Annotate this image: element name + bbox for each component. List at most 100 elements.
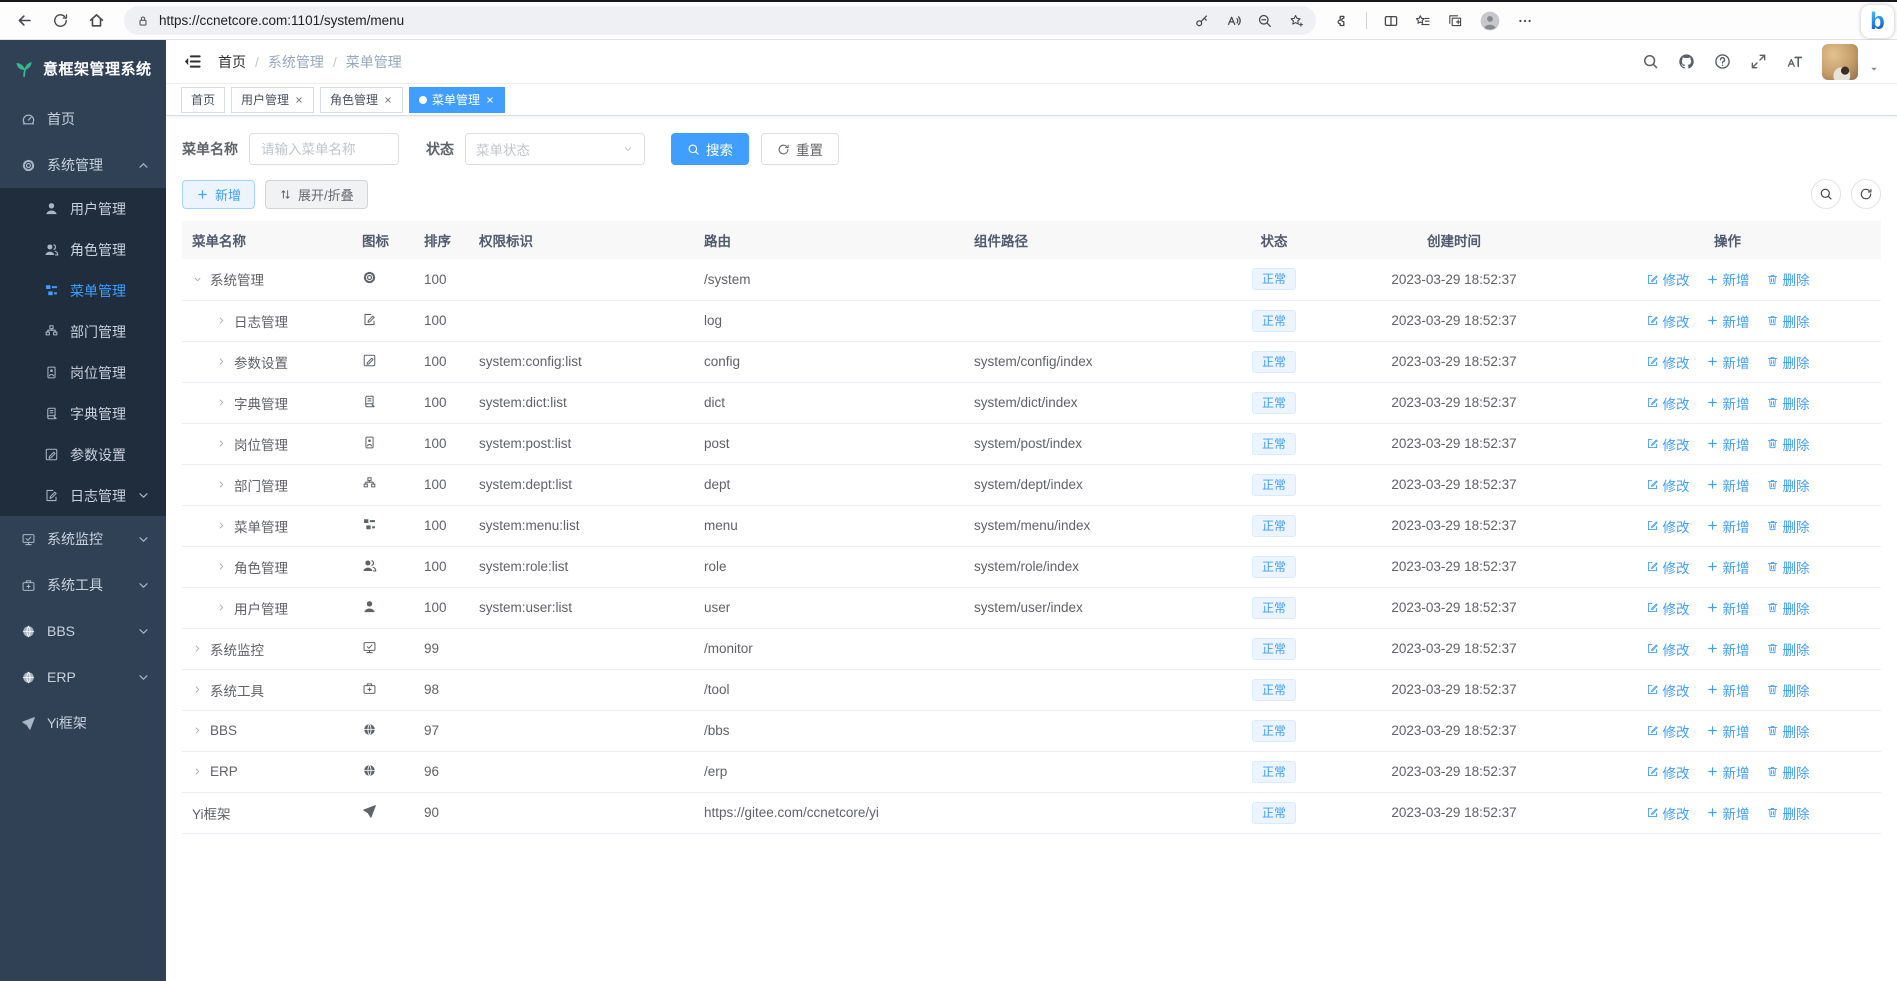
sidebar-item-role[interactable]: 角色管理 bbox=[0, 229, 166, 270]
add-action[interactable]: 新增 bbox=[1706, 721, 1750, 741]
add-button[interactable]: 新增 bbox=[182, 179, 256, 209]
collections-icon[interactable] bbox=[1447, 13, 1463, 29]
sidebar-item-system[interactable]: 系统管理 bbox=[0, 142, 166, 188]
chevron-right-icon[interactable] bbox=[216, 356, 227, 367]
edit-action[interactable]: 修改 bbox=[1646, 762, 1690, 782]
chevron-right-icon[interactable] bbox=[216, 397, 227, 408]
github-icon[interactable] bbox=[1678, 53, 1695, 70]
edit-action[interactable]: 修改 bbox=[1646, 352, 1690, 372]
delete-action[interactable]: 删除 bbox=[1766, 557, 1810, 577]
edit-action[interactable]: 修改 bbox=[1646, 393, 1690, 413]
sidebar-item-config[interactable]: 参数设置 bbox=[0, 434, 166, 475]
read-aloud-icon[interactable] bbox=[1226, 13, 1242, 29]
add-action[interactable]: 新增 bbox=[1706, 475, 1750, 495]
bing-sidebar-button[interactable]: b bbox=[1861, 5, 1894, 38]
status-select[interactable]: 菜单状态 bbox=[465, 133, 645, 165]
chevron-right-icon[interactable] bbox=[216, 602, 227, 613]
chevron-right-icon[interactable] bbox=[192, 725, 203, 736]
delete-action[interactable]: 删除 bbox=[1766, 269, 1810, 289]
delete-action[interactable]: 删除 bbox=[1766, 352, 1810, 372]
home-button[interactable] bbox=[78, 5, 114, 37]
fullscreen-icon[interactable] bbox=[1750, 53, 1767, 70]
edit-action[interactable]: 修改 bbox=[1646, 434, 1690, 454]
edit-action[interactable]: 修改 bbox=[1646, 269, 1690, 289]
zoom-out-icon[interactable] bbox=[1257, 13, 1273, 29]
chevron-right-icon[interactable] bbox=[216, 561, 227, 572]
url-text[interactable]: https://ccnetcore.com:1101/system/menu bbox=[159, 13, 405, 28]
refresh-table-button[interactable] bbox=[1851, 179, 1881, 209]
arrow-left-button[interactable] bbox=[6, 5, 42, 37]
sidebar-fold-icon[interactable] bbox=[183, 52, 202, 71]
show-search-button[interactable] bbox=[1811, 179, 1841, 209]
sidebar-item-post[interactable]: 岗位管理 bbox=[0, 352, 166, 393]
extensions-icon[interactable] bbox=[1334, 13, 1350, 29]
edit-action[interactable]: 修改 bbox=[1646, 516, 1690, 536]
add-action[interactable]: 新增 bbox=[1706, 434, 1750, 454]
favorites-icon[interactable] bbox=[1415, 13, 1431, 29]
add-action[interactable]: 新增 bbox=[1706, 516, 1750, 536]
question-icon[interactable] bbox=[1714, 53, 1731, 70]
sidebar-item-yi[interactable]: Yi框架 bbox=[0, 700, 166, 746]
edit-action[interactable]: 修改 bbox=[1646, 311, 1690, 331]
sidebar-item-user[interactable]: 用户管理 bbox=[0, 188, 166, 229]
caret-down-icon[interactable] bbox=[1868, 63, 1880, 75]
add-action[interactable]: 新增 bbox=[1706, 598, 1750, 618]
tab-home[interactable]: 首页 bbox=[181, 86, 226, 113]
close-icon[interactable] bbox=[485, 95, 495, 105]
person-icon[interactable] bbox=[1479, 10, 1501, 32]
user-avatar[interactable] bbox=[1822, 43, 1858, 80]
sidebar-item-log[interactable]: 日志管理 bbox=[0, 475, 166, 516]
sidebar-item-tool[interactable]: 系统工具 bbox=[0, 562, 166, 608]
sidebar-item-home[interactable]: 首页 bbox=[0, 96, 166, 142]
more-icon[interactable] bbox=[1517, 13, 1533, 29]
edit-action[interactable]: 修改 bbox=[1646, 680, 1690, 700]
tab-role[interactable]: 角色管理 bbox=[320, 86, 404, 113]
add-action[interactable]: 新增 bbox=[1706, 680, 1750, 700]
add-action[interactable]: 新增 bbox=[1706, 311, 1750, 331]
delete-action[interactable]: 删除 bbox=[1766, 598, 1810, 618]
edit-action[interactable]: 修改 bbox=[1646, 639, 1690, 659]
add-action[interactable]: 新增 bbox=[1706, 803, 1750, 823]
delete-action[interactable]: 删除 bbox=[1766, 475, 1810, 495]
close-icon[interactable] bbox=[294, 95, 304, 105]
delete-action[interactable]: 删除 bbox=[1766, 680, 1810, 700]
breadcrumb-item[interactable]: 首页 bbox=[218, 53, 246, 70]
search-icon[interactable] bbox=[1642, 53, 1659, 70]
star-add-icon[interactable] bbox=[1289, 13, 1305, 29]
sidebar-item-menu[interactable]: 菜单管理 bbox=[0, 270, 166, 311]
sidebar-item-bbs[interactable]: BBS bbox=[0, 608, 166, 654]
edit-action[interactable]: 修改 bbox=[1646, 721, 1690, 741]
delete-action[interactable]: 删除 bbox=[1766, 639, 1810, 659]
close-icon[interactable] bbox=[383, 95, 393, 105]
key-icon[interactable] bbox=[1194, 13, 1210, 29]
edit-action[interactable]: 修改 bbox=[1646, 803, 1690, 823]
chevron-down-icon[interactable] bbox=[192, 274, 203, 285]
expand-collapse-button[interactable]: 展开/折叠 bbox=[265, 179, 368, 209]
menu-name-input[interactable] bbox=[249, 133, 399, 165]
font-size-icon[interactable] bbox=[1786, 53, 1803, 70]
chevron-right-icon[interactable] bbox=[192, 684, 203, 695]
add-action[interactable]: 新增 bbox=[1706, 762, 1750, 782]
delete-action[interactable]: 删除 bbox=[1766, 311, 1810, 331]
refresh-button[interactable] bbox=[42, 5, 78, 37]
chevron-right-icon[interactable] bbox=[192, 643, 203, 654]
chevron-right-icon[interactable] bbox=[216, 479, 227, 490]
edit-action[interactable]: 修改 bbox=[1646, 475, 1690, 495]
add-action[interactable]: 新增 bbox=[1706, 352, 1750, 372]
chevron-right-icon[interactable] bbox=[216, 520, 227, 531]
delete-action[interactable]: 删除 bbox=[1766, 762, 1810, 782]
sidebar-item-erp[interactable]: ERP bbox=[0, 654, 166, 700]
chevron-right-icon[interactable] bbox=[192, 766, 203, 777]
add-action[interactable]: 新增 bbox=[1706, 557, 1750, 577]
reset-button[interactable]: 重置 bbox=[761, 133, 839, 165]
delete-action[interactable]: 删除 bbox=[1766, 516, 1810, 536]
chevron-right-icon[interactable] bbox=[216, 438, 227, 449]
add-action[interactable]: 新增 bbox=[1706, 639, 1750, 659]
tab-menu[interactable]: 菜单管理 bbox=[409, 86, 506, 113]
tab-user[interactable]: 用户管理 bbox=[231, 86, 315, 113]
search-button[interactable]: 搜索 bbox=[671, 133, 749, 165]
sidebar-item-dept[interactable]: 部门管理 bbox=[0, 311, 166, 352]
delete-action[interactable]: 删除 bbox=[1766, 803, 1810, 823]
split-screen-icon[interactable] bbox=[1383, 13, 1399, 29]
delete-action[interactable]: 删除 bbox=[1766, 721, 1810, 741]
